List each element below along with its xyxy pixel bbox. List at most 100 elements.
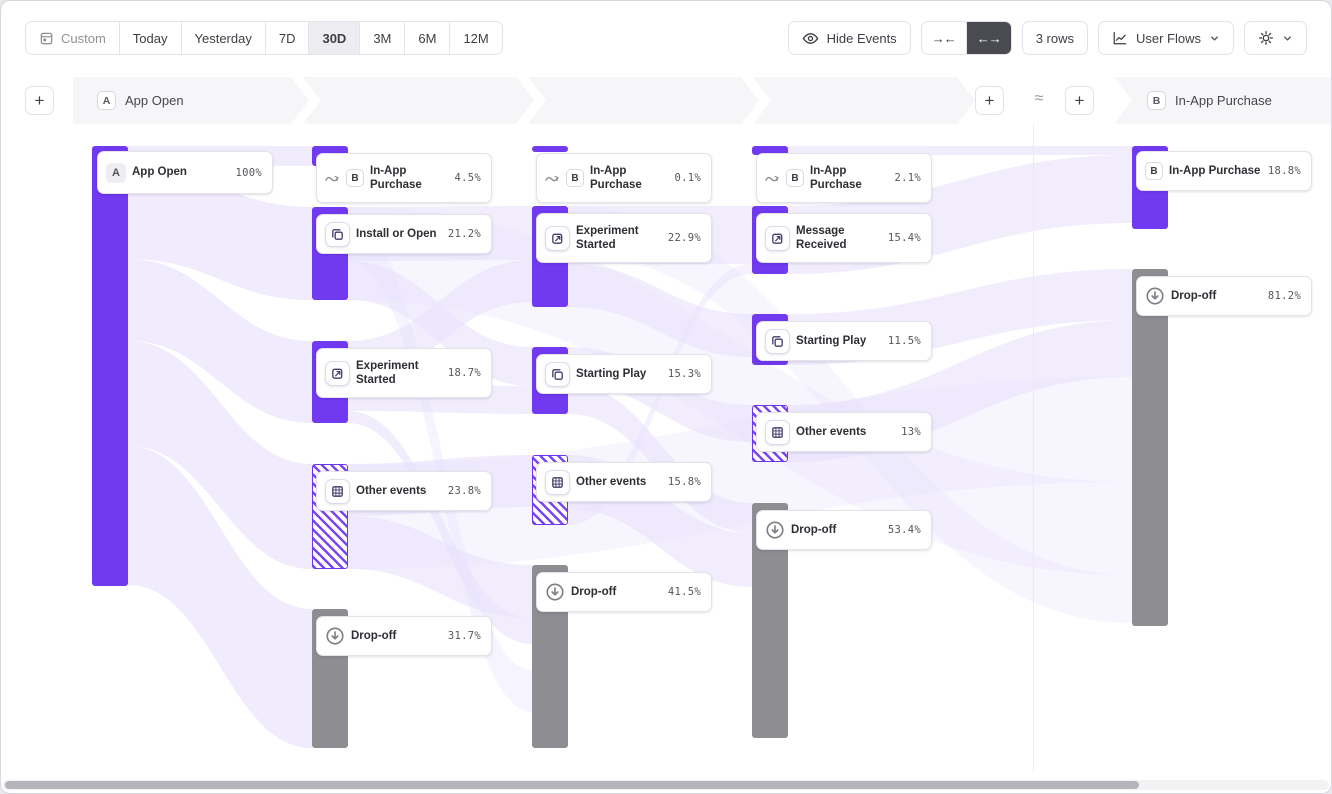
node-label: Starting Play [576, 367, 647, 380]
flow-arrow-icon [325, 172, 340, 184]
node-label: App Open [132, 166, 187, 179]
chevron-down-icon [1282, 33, 1293, 44]
bar-app-open[interactable] [92, 146, 128, 586]
node-card-end-in-app-purchase[interactable]: B In-App Purchase 18.8% [1136, 151, 1312, 191]
toolbar-right: Hide Events →← ←→ 3 rows User Flows [787, 21, 1307, 55]
node-card-other-events[interactable]: Other events 23.8% [316, 471, 492, 511]
rows-label: 3 rows [1035, 30, 1074, 46]
node-card-end-drop-off[interactable]: Drop-off 81.2% [1136, 276, 1312, 316]
end-event-band[interactable]: B In-App Purchase [1114, 77, 1331, 124]
node-label: Drop-off [791, 523, 837, 536]
node-card-drop-off[interactable]: Drop-off 31.7% [316, 616, 492, 656]
node-label: In-App Purchase [370, 164, 422, 191]
scrollbar-thumb[interactable] [5, 781, 1139, 789]
collapse-columns-button[interactable]: →← [920, 21, 967, 55]
node-value: 53.4% [887, 524, 921, 536]
event-b-badge: B [1145, 162, 1163, 180]
grid-icon [325, 478, 350, 504]
bar-step3-in-app-purchase[interactable] [752, 146, 788, 155]
approx-symbol: ≈ [1034, 90, 1044, 107]
start-event-badge: A [97, 91, 116, 110]
path-header: + A App Open + ≈ + B In-App Purchase [1, 77, 1331, 124]
flow-arrow-icon [765, 172, 780, 184]
hide-events-label: Hide Events [826, 30, 897, 46]
line-chart-icon [1112, 30, 1128, 46]
node-value: 15.4% [887, 232, 921, 244]
bar-end-drop-off[interactable] [1132, 269, 1168, 626]
gear-icon [1258, 30, 1274, 46]
view-mode-dropdown[interactable]: User Flows [1097, 21, 1234, 55]
date-range-3m[interactable]: 3M [360, 21, 406, 55]
node-value: 0.1% [674, 172, 701, 184]
node-card-drop-off[interactable]: Drop-off 41.5% [536, 572, 712, 612]
node-label: Drop-off [351, 629, 397, 642]
node-label: Experiment Started [576, 224, 639, 251]
node-card-drop-off[interactable]: Drop-off 53.4% [756, 510, 932, 550]
node-label: Other events [356, 484, 427, 497]
date-range-6m[interactable]: 6M [405, 21, 451, 55]
copy-icon [325, 221, 350, 247]
node-label: In-App Purchase [810, 164, 862, 191]
node-card-other-events[interactable]: Other events 15.8% [536, 462, 712, 502]
add-step-button-middle[interactable]: + [975, 86, 1004, 115]
node-value: 15.3% [667, 368, 701, 380]
start-event-band[interactable]: A App Open [73, 77, 975, 124]
date-range-7d[interactable]: 7D [265, 21, 310, 55]
node-value: 18.8% [1267, 165, 1301, 177]
eye-icon [802, 30, 819, 47]
drop-off-icon [545, 582, 565, 602]
settings-dropdown[interactable] [1244, 21, 1307, 55]
flow-arrow-icon [545, 172, 560, 184]
date-range-today[interactable]: Today [119, 21, 182, 55]
event-b-badge: B [566, 169, 584, 187]
date-range-custom[interactable]: Custom [25, 21, 120, 55]
expand-columns-button[interactable]: ←→ [966, 21, 1012, 55]
date-range-yesterday[interactable]: Yesterday [181, 21, 266, 55]
node-card-other-events[interactable]: Other events 13% [756, 412, 932, 452]
node-card-app-open[interactable]: A App Open 100% [97, 151, 273, 194]
start-event-label: App Open [125, 93, 184, 108]
node-label: In-App Purchase [590, 164, 642, 191]
message-icon [765, 225, 790, 251]
copy-icon [765, 328, 790, 354]
band-chevron-divider [291, 77, 321, 124]
add-step-button-right[interactable]: + [1065, 86, 1094, 115]
event-a-badge: A [106, 162, 126, 183]
date-range-label: Custom [61, 30, 106, 46]
node-card-in-app-purchase[interactable]: B In-App Purchase 4.5% [316, 153, 492, 203]
node-card-experiment-started[interactable]: Experiment Started 18.7% [316, 348, 492, 398]
chevron-down-icon [1209, 33, 1220, 44]
column-width-toggle: →← ←→ [920, 21, 1012, 55]
expand-columns-icon: ←→ [976, 30, 1002, 46]
node-card-in-app-purchase[interactable]: B In-App Purchase 0.1% [536, 153, 712, 203]
date-range-12m[interactable]: 12M [450, 21, 503, 55]
node-card-starting-play[interactable]: Starting Play 15.3% [536, 354, 712, 394]
add-step-button-left[interactable]: + [25, 86, 54, 115]
rows-button[interactable]: 3 rows [1021, 21, 1088, 55]
toolbar: Custom Today Yesterday 7D 30D 3M 6M 12M … [25, 21, 1307, 55]
node-value: 4.5% [454, 172, 481, 184]
band-chevron-divider [516, 77, 546, 124]
experiment-icon [325, 360, 350, 386]
node-card-starting-play[interactable]: Starting Play 11.5% [756, 321, 932, 361]
node-value: 81.2% [1267, 290, 1301, 302]
end-event-badge: B [1147, 91, 1166, 110]
node-label: Message Received [796, 224, 847, 251]
node-label: Drop-off [571, 585, 617, 598]
date-range-30d[interactable]: 30D [309, 21, 361, 55]
node-card-in-app-purchase[interactable]: B In-App Purchase 2.1% [756, 153, 932, 203]
node-label: In-App Purchase [1169, 164, 1261, 177]
node-value: 31.7% [447, 630, 481, 642]
view-mode-label: User Flows [1135, 30, 1201, 46]
bar-step2-in-app-purchase[interactable] [532, 146, 568, 152]
drop-off-icon [765, 520, 785, 540]
node-value: 100% [235, 166, 262, 179]
node-card-message-received[interactable]: Message Received 15.4% [756, 213, 932, 263]
calendar-icon [39, 31, 54, 46]
hide-events-button[interactable]: Hide Events [787, 21, 911, 55]
node-value: 21.2% [447, 228, 481, 240]
grid-icon [765, 419, 790, 445]
node-card-install-or-open[interactable]: Install or Open 21.2% [316, 214, 492, 254]
node-card-experiment-started[interactable]: Experiment Started 22.9% [536, 213, 712, 263]
